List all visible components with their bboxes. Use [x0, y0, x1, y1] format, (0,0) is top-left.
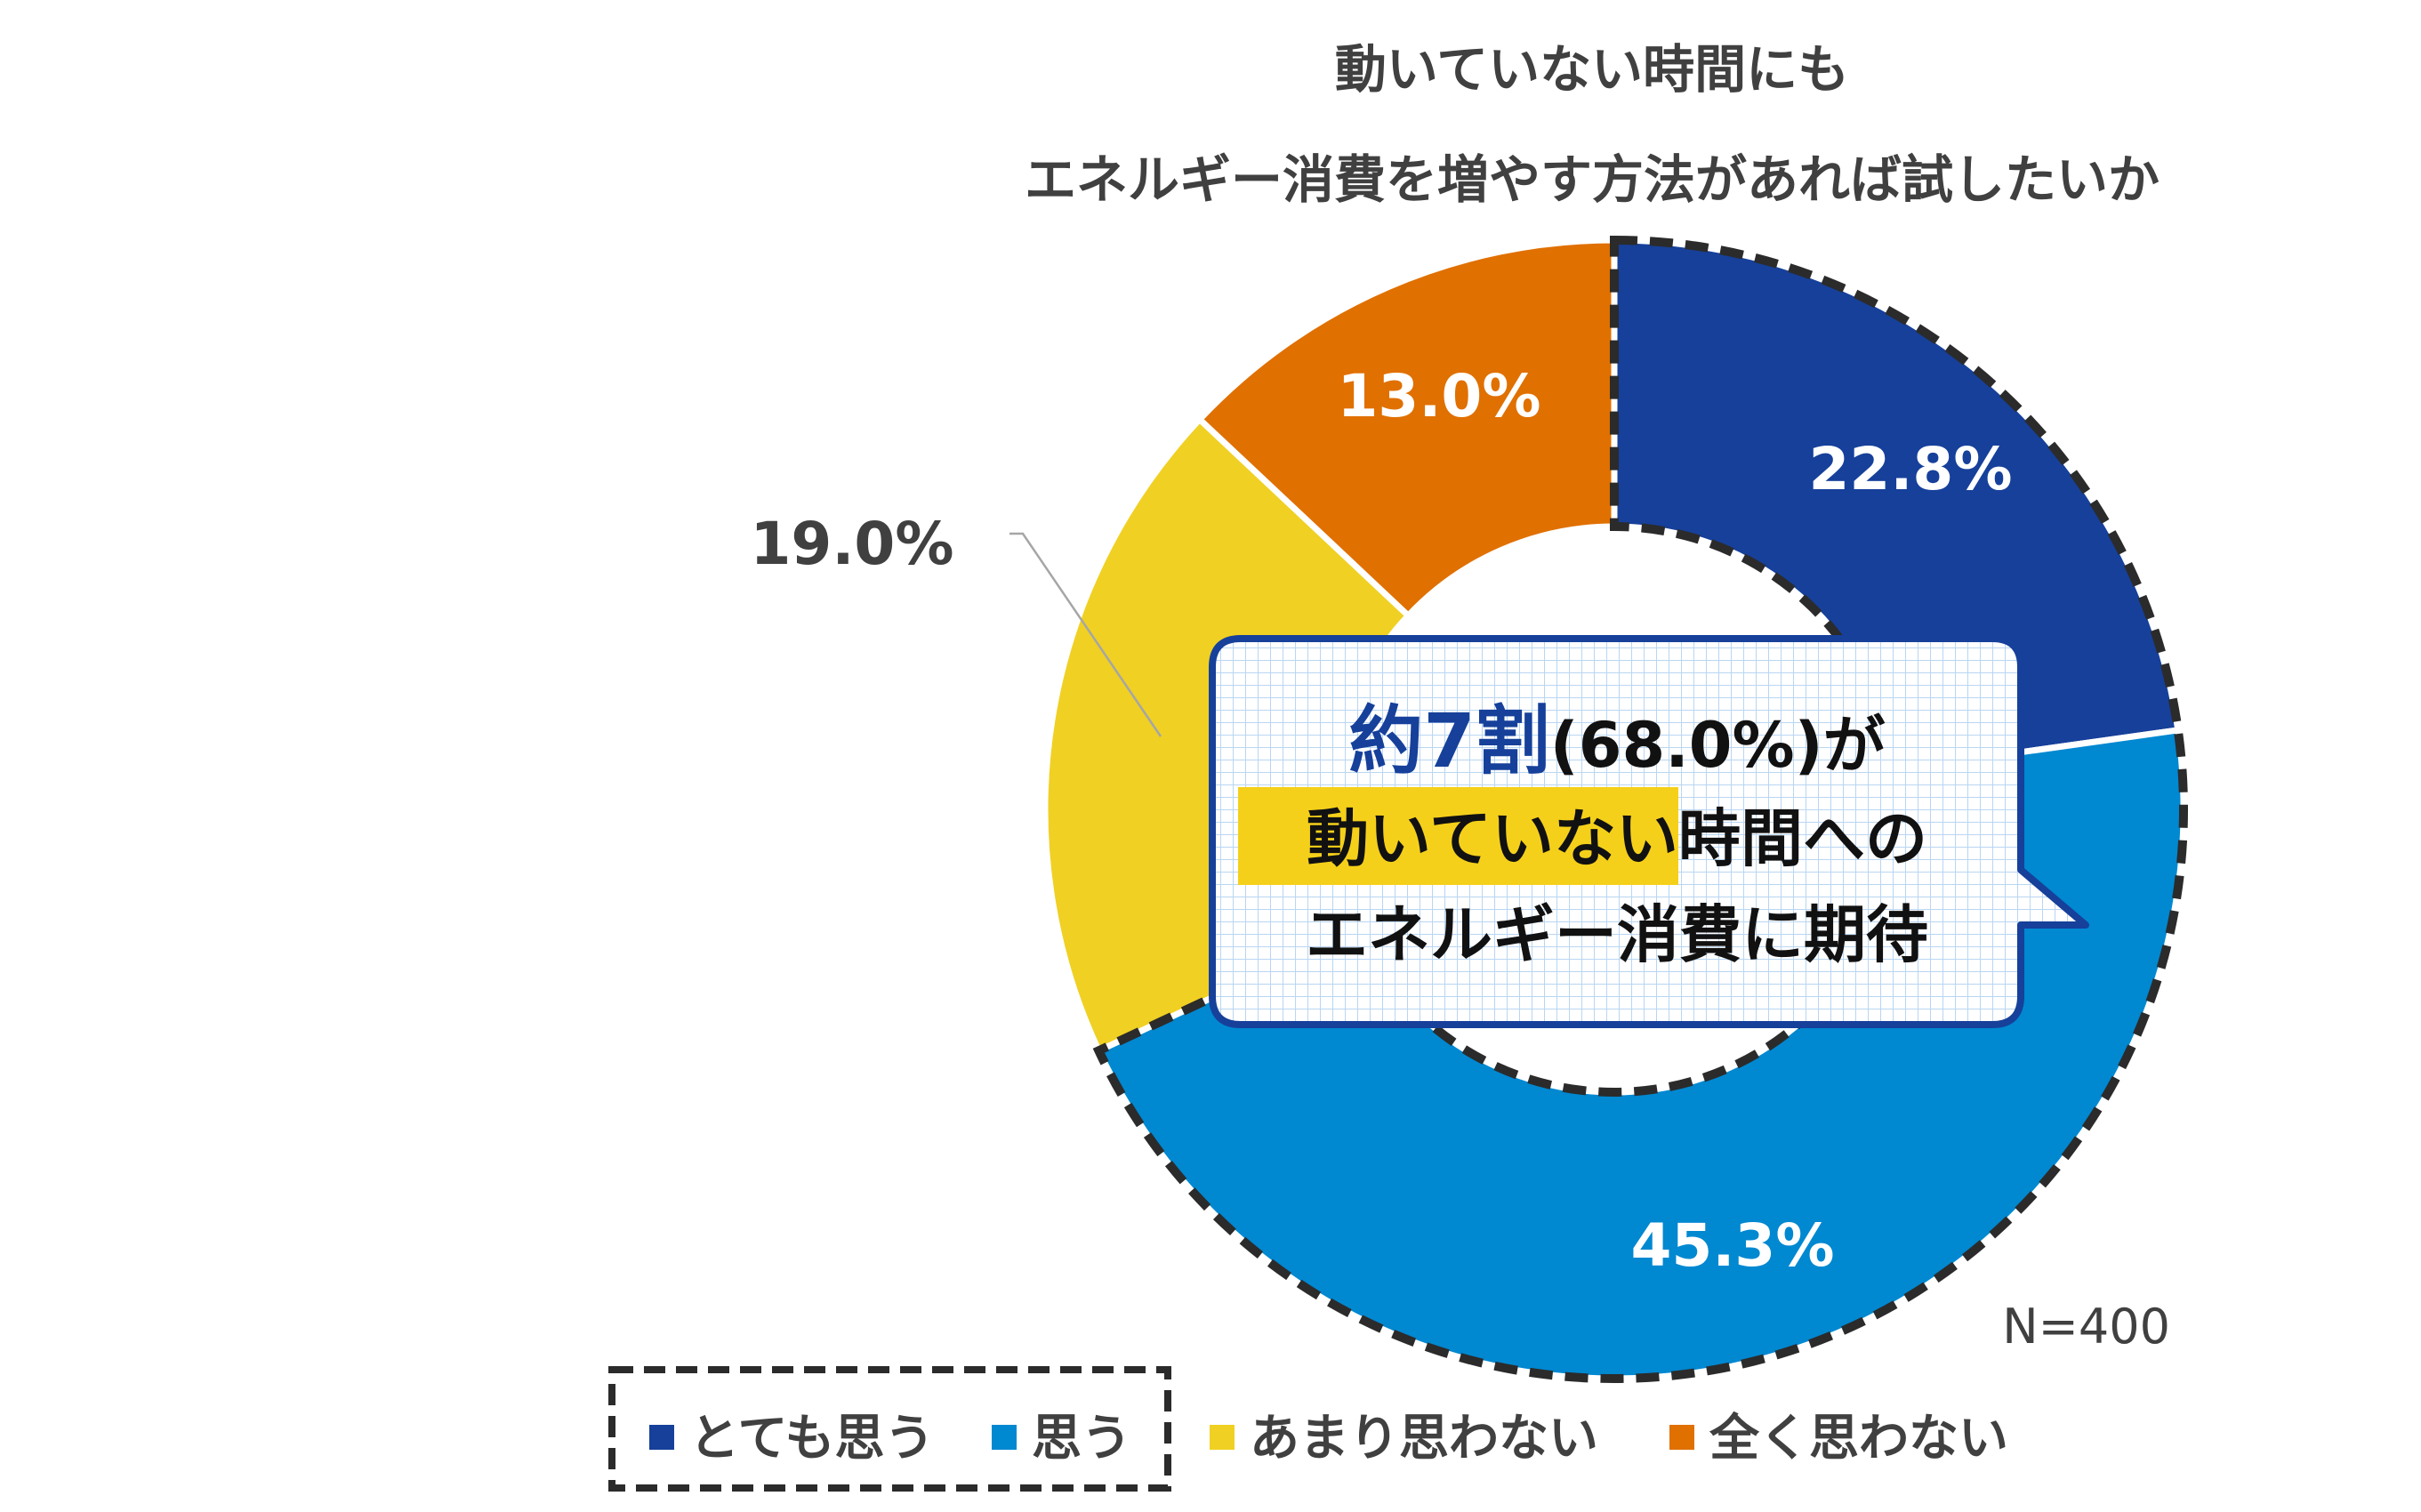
callout-box: 約7割(68.0%)が 動いていない時間への エネルギー消費に期待	[1209, 635, 2089, 1028]
callout-line-1: 約7割(68.0%)が	[1348, 697, 1885, 784]
callout-line-2-highlight: 動いていない時間	[1307, 802, 1803, 875]
legend-swatch-not-really	[1210, 1425, 1235, 1450]
legend-label-agree: 思う	[1032, 1410, 1131, 1468]
slice-not-at-all	[1194, 237, 1618, 621]
chart-title-line-2: エネルギー消費を増やす方法があれば試したいか	[1025, 149, 2160, 210]
legend-label-very-much: とても思う	[689, 1410, 935, 1468]
sample-size-label: N=400	[2002, 1299, 2170, 1355]
data-label-very-much: 22.8%	[1809, 435, 2013, 503]
legend-highlight-frame	[608, 1366, 1171, 1492]
callout-highlight-text: 約7割	[1348, 697, 1549, 784]
callout-highlight-bar	[1238, 787, 1678, 885]
leader-line	[1009, 532, 1162, 737]
legend-swatch-very-much	[649, 1425, 674, 1450]
chart-title-line-1: 動いていない時間にも	[1335, 39, 1849, 100]
legend-swatch-agree	[992, 1425, 1017, 1450]
legend-label-not-really: あまり思わない	[1250, 1410, 1598, 1468]
callout-percent-text: (68.0%)が	[1550, 709, 1886, 782]
callout-line-3: エネルギー消費に期待	[1306, 898, 1928, 971]
legend: とても思う 思う あまり思わない 全く思わない	[608, 1366, 2008, 1492]
legend-swatch-not-at-all	[1669, 1425, 1694, 1450]
data-label-not-at-all: 13.0%	[1338, 362, 1541, 430]
legend-label-not-at-all: 全く思わない	[1709, 1410, 2008, 1468]
callout-line-2: 動いていない時間への	[1307, 802, 1927, 875]
callout-line-2-rest: への	[1803, 802, 1927, 875]
data-label-agree: 45.3%	[1631, 1211, 1835, 1280]
data-label-not-really: 19.0%	[751, 510, 954, 578]
